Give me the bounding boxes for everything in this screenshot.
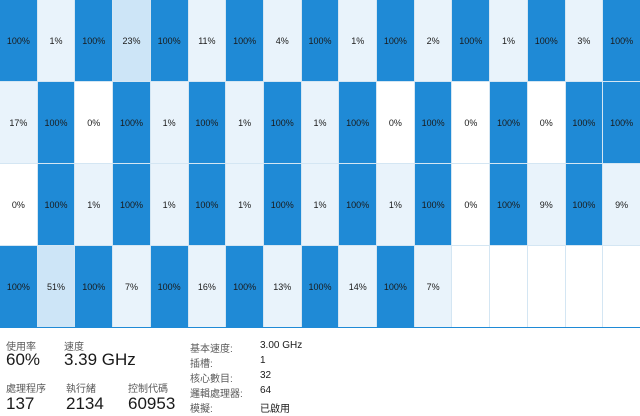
utilization-value: 60% <box>6 350 41 369</box>
base-speed-key: 基本速度: <box>190 344 233 355</box>
cpu-core-cell: 100% <box>603 82 640 163</box>
logical-processors-value: 64 <box>260 385 272 396</box>
cpu-core-cell: 100% <box>37 82 75 163</box>
cpu-core-cell: 100% <box>414 164 452 245</box>
cpu-core-cell: 100% <box>263 164 301 245</box>
cpu-grid-empty-cell <box>527 246 565 327</box>
cores-key: 核心數目: <box>190 374 233 385</box>
cpu-core-cell: 1% <box>301 82 339 163</box>
cpu-core-cell: 0% <box>0 164 37 245</box>
cpu-core-cell: 100% <box>226 0 263 81</box>
cpu-core-cell: 0% <box>377 82 414 163</box>
cpu-core-cell: 14% <box>339 246 377 327</box>
cpu-core-cell: 100% <box>452 0 490 81</box>
cpu-core-cell: 100% <box>490 82 527 163</box>
cpu-core-cell: 1% <box>301 164 339 245</box>
cpu-core-cell: 100% <box>301 0 339 81</box>
cpu-core-cell: 100% <box>0 0 37 81</box>
virtualization-key: 模擬: <box>190 404 213 415</box>
cpu-core-cell: 1% <box>150 164 188 245</box>
cpu-core-cell: 100% <box>527 0 565 81</box>
cpu-core-cell: 100% <box>113 82 150 163</box>
cpu-core-cell: 1% <box>75 164 113 245</box>
cpu-core-cell: 100% <box>75 0 113 81</box>
cpu-core-cell: 9% <box>527 164 565 245</box>
cpu-core-cell: 100% <box>150 0 188 81</box>
cpu-core-cell: 3% <box>565 0 603 81</box>
cpu-core-cell: 100% <box>0 246 37 327</box>
cpu-core-cell: 7% <box>113 246 150 327</box>
cpu-stats-panel: 使用率 60% 速度 3.39 GHz 處理程序 137 執行緒 2134 控制… <box>0 330 640 416</box>
sockets-key: 插槽: <box>190 359 213 370</box>
cpu-core-cell: 100% <box>339 164 377 245</box>
cpu-grid-empty-cell <box>603 246 640 327</box>
cpu-core-cell: 100% <box>150 246 188 327</box>
cpu-core-cell: 7% <box>414 246 452 327</box>
cpu-core-cell: 23% <box>113 0 150 81</box>
cpu-core-cell: 100% <box>603 0 640 81</box>
cpu-core-cell: 100% <box>263 82 301 163</box>
speed-label: 速度 <box>64 342 84 353</box>
cpu-grid-empty-cell <box>565 246 603 327</box>
cores-value: 32 <box>260 370 272 381</box>
cpu-core-cell: 17% <box>0 82 37 163</box>
processes-label: 處理程序 <box>6 384 46 395</box>
sockets-value: 1 <box>260 355 266 366</box>
cpu-core-cell: 0% <box>452 164 490 245</box>
cpu-core-cell: 100% <box>301 246 339 327</box>
cpu-core-cell: 11% <box>188 0 226 81</box>
cpu-core-cell: 100% <box>565 82 603 163</box>
cpu-grid-empty-cell <box>452 246 490 327</box>
cpu-core-cell: 0% <box>75 82 113 163</box>
threads-value: 2134 <box>66 394 104 413</box>
cpu-core-cell: 0% <box>527 82 565 163</box>
cpu-core-cell: 1% <box>377 164 414 245</box>
cpu-core-cell: 100% <box>226 246 263 327</box>
cpu-core-cell: 100% <box>377 0 414 81</box>
cpu-core-cell: 1% <box>226 164 263 245</box>
cpu-core-cell: 100% <box>113 164 150 245</box>
cpu-core-cell: 2% <box>414 0 452 81</box>
cpu-core-cell: 100% <box>490 164 527 245</box>
base-speed-value: 3.00 GHz <box>260 340 303 351</box>
cpu-core-cell: 4% <box>263 0 301 81</box>
cpu-core-grid: 100% 1% 100% 23% 100% 11% 100% 4% 100% 1% 100% 2% 10… <box>0 0 640 328</box>
cpu-core-cell: 100% <box>37 164 75 245</box>
cpu-core-cell: 100% <box>339 82 377 163</box>
processes-value: 137 <box>6 394 35 413</box>
speed-value: 3.39 GHz <box>64 350 136 369</box>
utilization-label: 使用率 <box>6 342 36 353</box>
cpu-core-cell: 13% <box>263 246 301 327</box>
handles-value: 60953 <box>128 394 176 413</box>
virtualization-value: 已啟用 <box>260 404 290 415</box>
cpu-core-cell: 1% <box>37 0 75 81</box>
cpu-core-cell: 51% <box>37 246 75 327</box>
cpu-core-cell: 0% <box>452 82 490 163</box>
handles-label: 控制代碼 <box>128 384 168 395</box>
cpu-core-cell: 1% <box>339 0 377 81</box>
cpu-core-cell: 1% <box>226 82 263 163</box>
cpu-core-cell: 9% <box>603 164 640 245</box>
cpu-core-cell: 100% <box>188 82 226 163</box>
cpu-core-cell: 100% <box>75 246 113 327</box>
threads-label: 執行緒 <box>66 384 96 395</box>
cpu-core-cell: 100% <box>188 164 226 245</box>
logical-processors-key: 邏輯處理器: <box>190 389 243 400</box>
cpu-core-cell: 100% <box>377 246 414 327</box>
cpu-core-cell: 1% <box>150 82 188 163</box>
cpu-grid-empty-cell <box>490 246 527 327</box>
cpu-core-cell: 100% <box>414 82 452 163</box>
cpu-core-cell: 16% <box>188 246 226 327</box>
cpu-core-cell: 1% <box>490 0 527 81</box>
cpu-core-cell: 100% <box>565 164 603 245</box>
